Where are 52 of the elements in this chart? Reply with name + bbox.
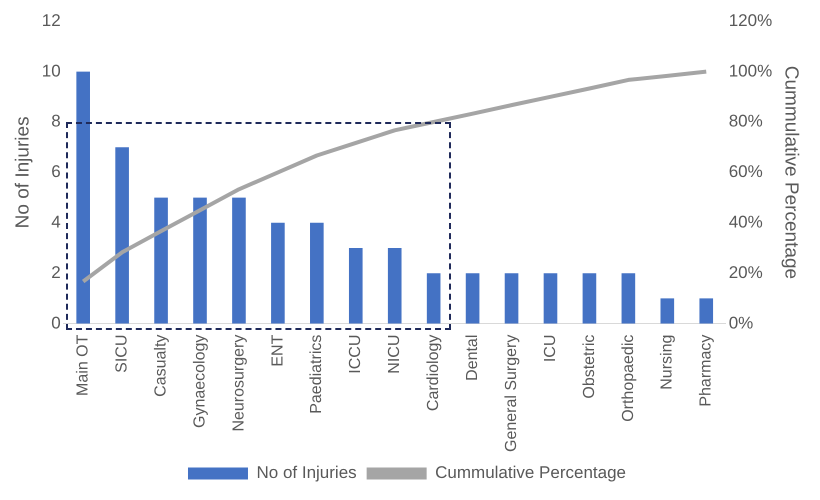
- x-tick-label: General Surgery: [502, 334, 520, 452]
- legend-label: No of Injuries: [256, 463, 357, 482]
- x-tick-label: ICCU: [347, 334, 364, 374]
- x-tick-label: Casualty: [152, 334, 170, 397]
- y-tick-label: 8: [51, 112, 61, 131]
- bar: [271, 222, 285, 324]
- bar: [426, 273, 440, 324]
- bar: [154, 198, 168, 324]
- y-tick-label: 0: [51, 313, 61, 332]
- y2-tick-label: 40%: [728, 212, 763, 232]
- y-tick-label: 6: [51, 162, 61, 182]
- legend-label: Cummulative Percentage: [435, 463, 626, 482]
- y2-tick-label: 120%: [728, 10, 772, 30]
- y-tick-label: 12: [42, 10, 61, 30]
- bar: [348, 248, 363, 324]
- x-tick-label: Cardiology: [425, 334, 442, 412]
- bar: [660, 298, 674, 324]
- y2-tick-label: 20%: [728, 262, 763, 282]
- x-tick-label: ENT: [269, 334, 286, 367]
- y2-tick-label: 0%: [728, 313, 754, 332]
- y-axis-title: No of Injuries: [12, 116, 34, 228]
- x-tick-label: Neurosurgery: [230, 334, 248, 432]
- x-tick-label: Obstetric: [580, 334, 598, 399]
- x-tick-label: SICU: [114, 334, 131, 373]
- x-tick-label: Paediatrics: [308, 334, 326, 414]
- bar: [466, 273, 480, 324]
- y2-tick-label: 80%: [728, 112, 763, 131]
- x-tick-label: Gynaecology: [191, 334, 208, 428]
- x-tick-label: Pharmacy: [698, 334, 715, 407]
- y2-axis-title: Cummulative Percentage: [780, 66, 802, 280]
- x-tick-label: Nursing: [658, 334, 676, 390]
- bar: [622, 273, 636, 324]
- bar: [232, 198, 246, 324]
- bar: [582, 273, 596, 324]
- x-tick-label: NICU: [386, 334, 404, 374]
- y-tick-label: 10: [42, 61, 61, 80]
- bar: [193, 198, 207, 324]
- x-tick-label: Dental: [464, 334, 482, 381]
- y2-tick-label: 60%: [728, 162, 763, 182]
- bar: [76, 72, 90, 324]
- bar: [115, 147, 129, 324]
- bar: [388, 248, 402, 324]
- bar: [310, 222, 324, 324]
- x-tick-label: ICU: [542, 334, 559, 362]
- x-tick-label: Orthopaedic: [620, 334, 637, 422]
- y2-tick-label: 100%: [728, 61, 772, 80]
- y-tick-label: 2: [51, 262, 61, 282]
- bar: [699, 298, 714, 324]
- bar: [544, 273, 558, 324]
- bar: [504, 273, 518, 324]
- y-tick-label: 4: [51, 212, 61, 232]
- x-tick-label: Main OT: [74, 334, 92, 396]
